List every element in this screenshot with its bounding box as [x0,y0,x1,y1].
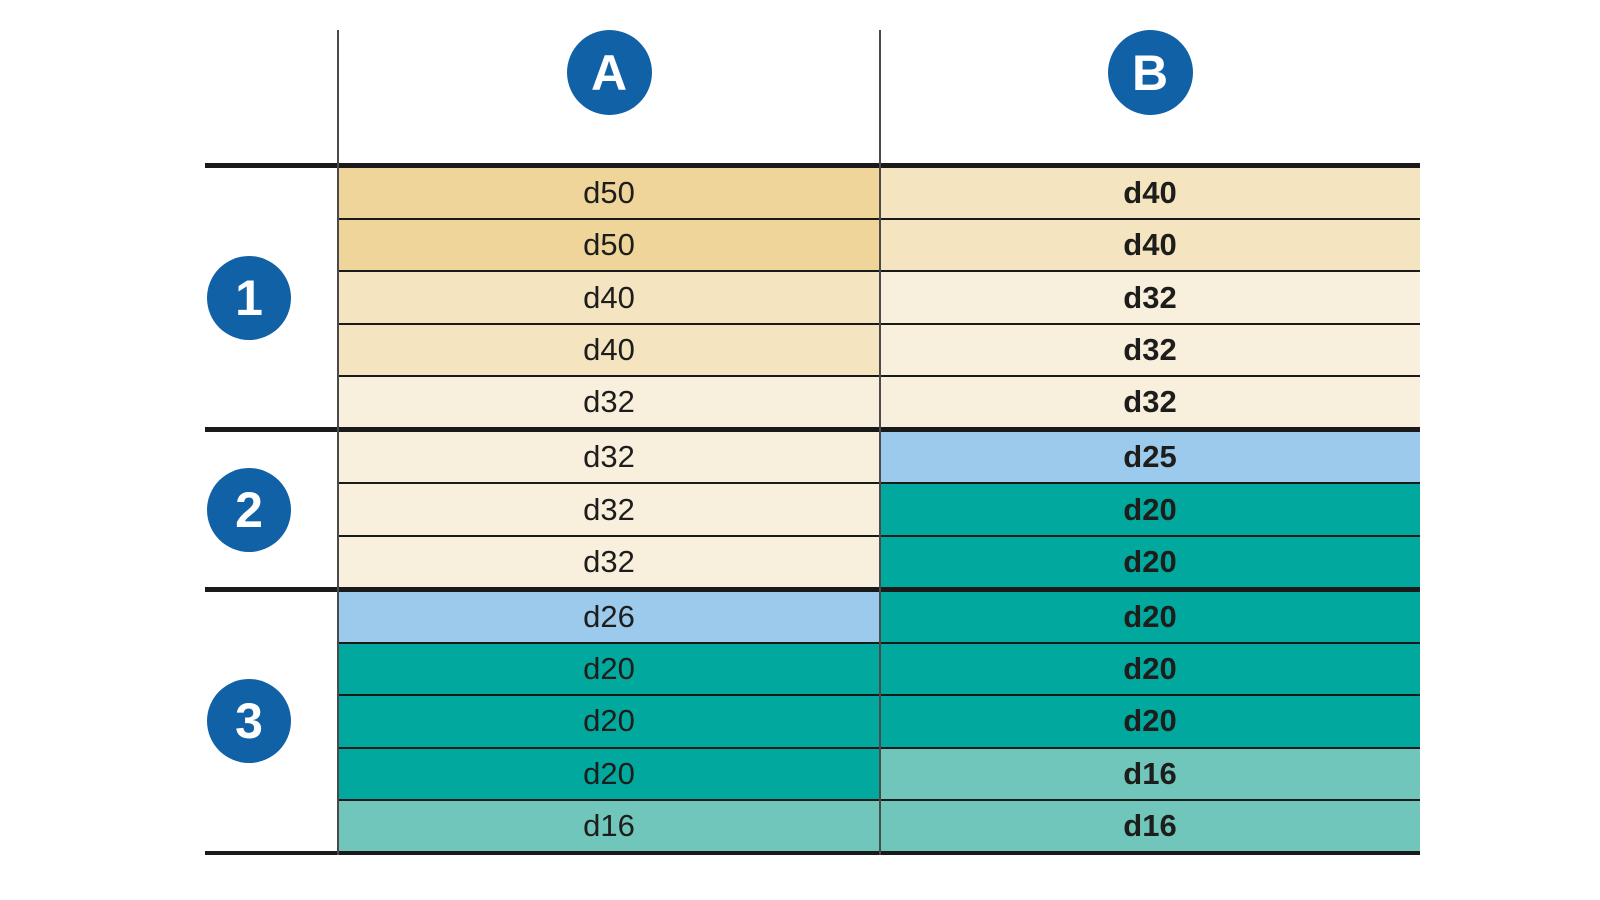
group-rows: d32 d25 d32 d20 d32 d20 [338,432,1420,587]
cell-column-b: d20 [880,696,1420,747]
group-number-label: 1 [235,269,263,326]
cell-column-b: d20 [880,484,1420,535]
cell-column-a: d32 [338,536,880,587]
table-row: d26 d20 [338,591,1420,643]
vertical-rule-middle [879,30,881,855]
table-row: d32 d20 [338,534,1420,587]
group-number-badge: 1 [207,255,291,340]
cell-column-b: d32 [880,376,1420,428]
group-number-label: 2 [235,481,263,538]
column-a-badge: A [566,30,652,115]
group-number-label: 3 [235,693,263,750]
cell-column-a: d20 [338,696,880,747]
cell-column-b: d16 [880,748,1420,799]
cell-column-b: d16 [880,800,1420,852]
row-group-1: 1 d50 d40 d50 d40 d40 d32 d40 d32 d32 d32 [205,163,1420,428]
cell-column-a: d32 [338,376,880,428]
group-number-badge: 3 [207,679,291,764]
table-row: d50 d40 [338,218,1420,271]
vertical-rule-left [337,30,339,855]
cell-column-a: d20 [338,748,880,799]
column-a-header: A [338,30,880,163]
group-gutter: 2 [205,432,338,587]
cell-column-a: d16 [338,800,880,852]
cell-column-b: d32 [880,324,1420,375]
group-gutter: 1 [205,168,338,427]
cell-column-b: d25 [880,432,1420,483]
cell-column-a: d32 [338,484,880,535]
cell-column-a: d40 [338,272,880,323]
group-rows: d26 d20 d20 d20 d20 d20 d20 d16 d16 d16 [338,591,1420,852]
column-b-header: B [880,30,1420,163]
table-row: d32 d25 [338,432,1420,483]
cell-column-a: d40 [338,324,880,375]
column-b-badge: B [1107,30,1193,115]
row-group-2: 2 d32 d25 d32 d20 d32 d20 [205,427,1420,587]
cell-column-a: d26 [338,591,880,643]
table-row: d32 d32 [338,374,1420,428]
cell-column-a: d20 [338,644,880,695]
table-body: 1 d50 d40 d50 d40 d40 d32 d40 d32 d32 d32 2 d32 d25 d3… [205,163,1420,855]
cell-column-b: d20 [880,591,1420,643]
table-header: A B [205,30,1420,163]
column-b-label: B [1131,44,1169,101]
column-a-label: A [590,44,628,101]
sizing-table: A B 1 d50 d40 d50 d40 d40 d32 d40 d32 d32 d32 2 d32 d… [205,30,1420,855]
cell-column-b: d20 [880,536,1420,587]
cell-column-b: d32 [880,272,1420,323]
group-gutter: 3 [205,592,338,851]
table-row: d32 d20 [338,482,1420,535]
cell-column-a: d50 [338,220,880,271]
table-row: d50 d40 [338,168,1420,219]
cell-column-b: d40 [880,168,1420,219]
cell-column-b: d40 [880,220,1420,271]
header-gutter [205,30,338,163]
table-row: d20 d20 [338,642,1420,695]
group-number-badge: 2 [207,467,291,552]
table-row: d40 d32 [338,322,1420,375]
cell-column-a: d50 [338,168,880,219]
cell-column-a: d32 [338,432,880,483]
table-row: d20 d16 [338,746,1420,799]
row-group-3: 3 d26 d20 d20 d20 d20 d20 d20 d16 d16 d16 [205,586,1420,855]
cell-column-b: d20 [880,644,1420,695]
